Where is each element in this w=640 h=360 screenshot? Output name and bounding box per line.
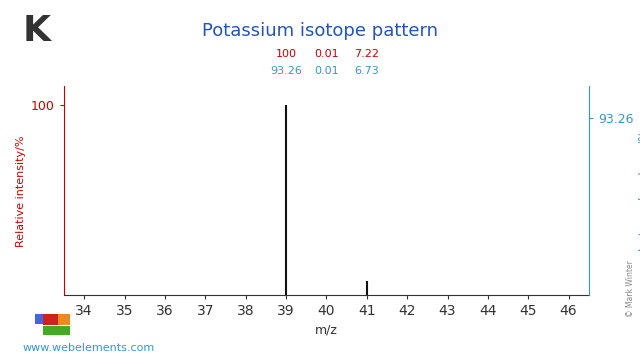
X-axis label: m/z: m/z (315, 324, 338, 337)
Text: 0.01: 0.01 (314, 66, 339, 76)
Text: 0.01: 0.01 (314, 49, 339, 59)
Text: K: K (22, 14, 51, 48)
Y-axis label: Isotope abundance/%: Isotope abundance/% (639, 130, 640, 251)
Text: Potassium isotope pattern: Potassium isotope pattern (202, 22, 438, 40)
Y-axis label: Relative intensity/%: Relative intensity/% (15, 135, 26, 247)
Text: 7.22: 7.22 (355, 49, 380, 59)
Text: © Mark Winter: © Mark Winter (626, 260, 635, 317)
Text: 100: 100 (276, 49, 296, 59)
Text: 93.26: 93.26 (270, 66, 302, 76)
Text: www.webelements.com: www.webelements.com (22, 343, 155, 353)
Text: 6.73: 6.73 (355, 66, 379, 76)
